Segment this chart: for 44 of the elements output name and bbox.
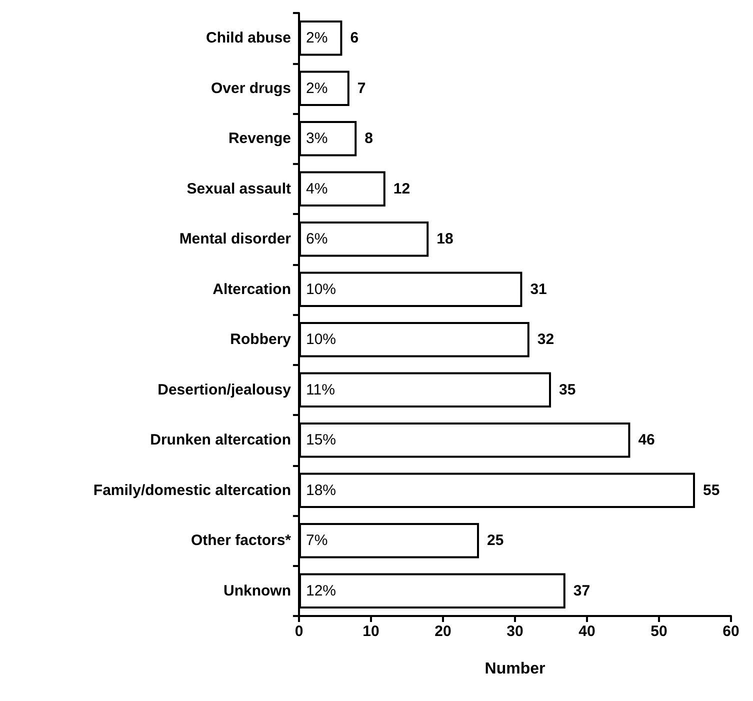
x-tick-label: 10 [362,623,380,640]
y-tick-label: Desertion/jealousy [158,381,292,398]
data-label: 25 [487,532,504,550]
annotation: 11% [306,381,335,398]
annotation: 10% [306,331,336,348]
y-tick-label: Robbery [230,331,292,348]
x-tick-label: 40 [578,623,596,640]
annotation: 2% [306,80,328,97]
data-label: 6 [350,30,359,47]
annotation: 15% [306,432,336,449]
annotation: 3% [306,130,328,148]
annotation: 2% [306,30,328,47]
y-tick-label: Other factors* [190,532,292,550]
annotation: 7% [306,532,328,550]
y-tick-label: Family/domestic altercation [93,482,291,499]
data-label: 37 [573,582,590,600]
data-label: 55 [703,482,720,499]
data-label: 46 [638,432,655,449]
x-tick-label: 0 [294,623,304,640]
data-label: 8 [364,130,373,148]
annotation: 12% [306,582,336,600]
annotation: 18% [306,482,336,499]
x-tick-label: 60 [722,623,740,640]
x-tick-label: 20 [434,623,452,640]
annotation: 6% [306,230,328,248]
y-tick-label: Over drugs [210,80,291,97]
y-tick-label: Unknown [224,582,291,600]
y-tick-label: Altercation [212,280,291,298]
data-label: 31 [530,280,547,298]
data-label: 12 [393,180,410,198]
y-tick-label: Child abuse [206,30,291,47]
annotation: 10% [306,280,336,298]
y-tick-label: Mental disorder [179,230,292,248]
x-axis-title: Number [484,660,546,678]
y-tick-label: Revenge [228,130,291,148]
y-tick-label: Drunken altercation [150,432,291,449]
data-label: 18 [436,230,454,248]
x-tick-label: 50 [650,623,668,640]
data-label: 32 [537,331,554,348]
data-label: 7 [357,80,366,97]
annotation: 4% [306,180,328,198]
data-label: 35 [559,381,576,398]
y-tick-label: Sexual assault [186,180,291,198]
x-tick-label: 30 [506,623,524,640]
